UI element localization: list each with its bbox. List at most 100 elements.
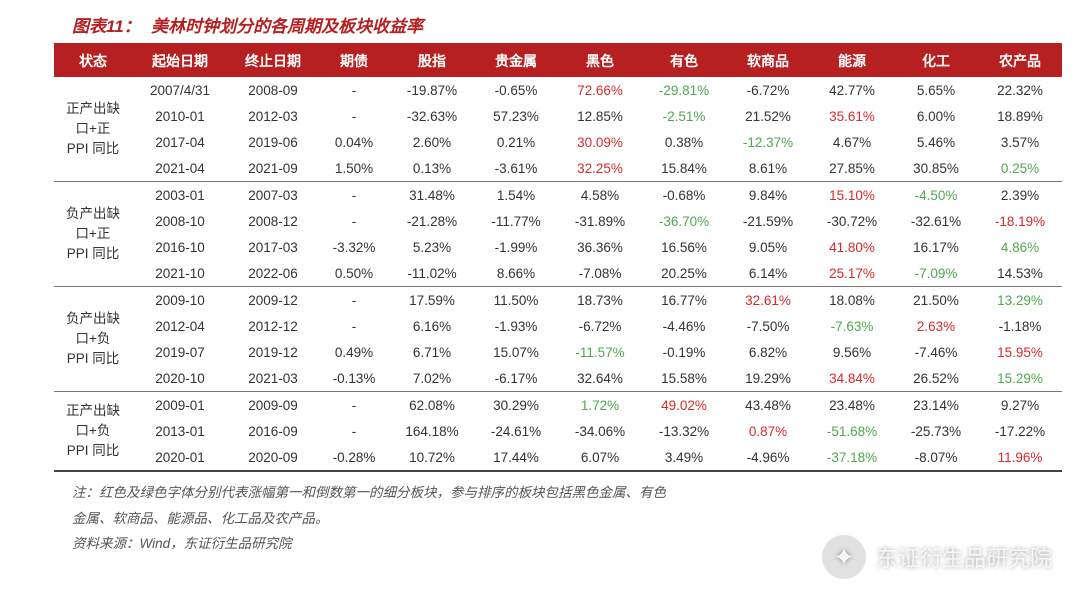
value-cell: 6.82%	[726, 339, 810, 365]
column-header: 起始日期	[132, 44, 228, 77]
value-cell: 6.00%	[894, 103, 978, 129]
column-header: 股指	[390, 44, 474, 77]
value-cell: 10.72%	[390, 444, 474, 471]
value-cell: -25.73%	[894, 418, 978, 444]
value-cell: -11.77%	[474, 208, 558, 234]
value-cell: -	[318, 77, 390, 103]
value-cell: 72.66%	[558, 77, 642, 103]
table-row: 正产出缺口+负PPI 同比2009-012009-09-62.08%30.29%…	[54, 392, 1062, 419]
value-cell: 0.50%	[318, 260, 390, 287]
start-date: 2009-01	[132, 392, 228, 419]
value-cell: 14.53%	[978, 260, 1062, 287]
table-row: 2016-102017-03-3.32%5.23%-1.99%36.36%16.…	[54, 234, 1062, 260]
value-cell: 21.52%	[726, 103, 810, 129]
value-cell: 57.23%	[474, 103, 558, 129]
value-cell: -0.68%	[642, 182, 726, 209]
value-cell: 12.85%	[558, 103, 642, 129]
title-prefix: 图表11：	[72, 17, 141, 36]
start-date: 2019-07	[132, 339, 228, 365]
value-cell: 16.17%	[894, 234, 978, 260]
value-cell: -	[318, 103, 390, 129]
value-cell: 32.64%	[558, 365, 642, 392]
value-cell: -3.61%	[474, 155, 558, 182]
table-body: 正产出缺口+正PPI 同比2007/4/312008-09--19.87%-0.…	[54, 77, 1062, 471]
column-header: 贵金属	[474, 44, 558, 77]
returns-table: 状态起始日期终止日期期债股指贵金属黑色有色软商品能源化工农产品 正产出缺口+正P…	[54, 43, 1062, 472]
start-date: 2007/4/31	[132, 77, 228, 103]
value-cell: 25.17%	[810, 260, 894, 287]
end-date: 2008-12	[228, 208, 318, 234]
value-cell: 13.29%	[978, 287, 1062, 314]
value-cell: -	[318, 208, 390, 234]
footnotes: 注：红色及绿色字体分别代表涨幅第一和倒数第一的细分板块，参与排序的板块包括黑色金…	[72, 480, 1060, 557]
value-cell: -7.09%	[894, 260, 978, 287]
value-cell: -	[318, 392, 390, 419]
column-header: 黑色	[558, 44, 642, 77]
value-cell: -6.72%	[558, 313, 642, 339]
value-cell: 0.38%	[642, 129, 726, 155]
value-cell: 6.07%	[558, 444, 642, 471]
value-cell: 16.77%	[642, 287, 726, 314]
start-date: 2003-01	[132, 182, 228, 209]
value-cell: 36.36%	[558, 234, 642, 260]
value-cell: 62.08%	[390, 392, 474, 419]
value-cell: -21.59%	[726, 208, 810, 234]
value-cell: -0.19%	[642, 339, 726, 365]
footnote-line: 资料来源：Wind，东证衍生品研究院	[72, 531, 1060, 557]
start-date: 2021-04	[132, 155, 228, 182]
end-date: 2019-12	[228, 339, 318, 365]
value-cell: -31.89%	[558, 208, 642, 234]
value-cell: -7.08%	[558, 260, 642, 287]
end-date: 2016-09	[228, 418, 318, 444]
state-cell: 负产出缺口+正PPI 同比	[54, 182, 132, 287]
table-row: 2020-012020-09-0.28%10.72%17.44%6.07%3.4…	[54, 444, 1062, 471]
start-date: 2016-10	[132, 234, 228, 260]
column-header: 状态	[54, 44, 132, 77]
value-cell: 0.49%	[318, 339, 390, 365]
value-cell: -37.18%	[810, 444, 894, 471]
start-date: 2017-04	[132, 129, 228, 155]
value-cell: 8.61%	[726, 155, 810, 182]
value-cell: 0.87%	[726, 418, 810, 444]
value-cell: 1.54%	[474, 182, 558, 209]
value-cell: 20.25%	[642, 260, 726, 287]
value-cell: -32.63%	[390, 103, 474, 129]
value-cell: 3.57%	[978, 129, 1062, 155]
value-cell: 2.39%	[978, 182, 1062, 209]
value-cell: 11.50%	[474, 287, 558, 314]
value-cell: -17.22%	[978, 418, 1062, 444]
value-cell: -36.70%	[642, 208, 726, 234]
value-cell: -51.68%	[810, 418, 894, 444]
table-row: 2012-042012-12-6.16%-1.93%-6.72%-4.46%-7…	[54, 313, 1062, 339]
value-cell: -1.18%	[978, 313, 1062, 339]
value-cell: 17.44%	[474, 444, 558, 471]
column-header: 期债	[318, 44, 390, 77]
value-cell: -32.61%	[894, 208, 978, 234]
start-date: 2008-10	[132, 208, 228, 234]
table-row: 2013-012016-09-164.18%-24.61%-34.06%-13.…	[54, 418, 1062, 444]
value-cell: -6.72%	[726, 77, 810, 103]
value-cell: -18.19%	[978, 208, 1062, 234]
value-cell: 21.50%	[894, 287, 978, 314]
end-date: 2009-12	[228, 287, 318, 314]
value-cell: 5.46%	[894, 129, 978, 155]
value-cell: 30.09%	[558, 129, 642, 155]
column-header: 软商品	[726, 44, 810, 77]
value-cell: -29.81%	[642, 77, 726, 103]
value-cell: -4.96%	[726, 444, 810, 471]
table-row: 2020-102021-03-0.13%7.02%-6.17%32.64%15.…	[54, 365, 1062, 392]
table-row: 2021-102022-060.50%-11.02%8.66%-7.08%20.…	[54, 260, 1062, 287]
figure-container: 图表11： 美林时钟划分的各周期及板块收益率 状态起始日期终止日期期债股指贵金属…	[0, 0, 1080, 557]
value-cell: 1.72%	[558, 392, 642, 419]
value-cell: -1.99%	[474, 234, 558, 260]
value-cell: 30.85%	[894, 155, 978, 182]
column-header: 能源	[810, 44, 894, 77]
value-cell: 9.05%	[726, 234, 810, 260]
value-cell: 9.27%	[978, 392, 1062, 419]
value-cell: 34.84%	[810, 365, 894, 392]
start-date: 2021-10	[132, 260, 228, 287]
value-cell: 32.61%	[726, 287, 810, 314]
value-cell: 30.29%	[474, 392, 558, 419]
table-row: 2017-042019-060.04%2.60%0.21%30.09%0.38%…	[54, 129, 1062, 155]
column-header: 农产品	[978, 44, 1062, 77]
